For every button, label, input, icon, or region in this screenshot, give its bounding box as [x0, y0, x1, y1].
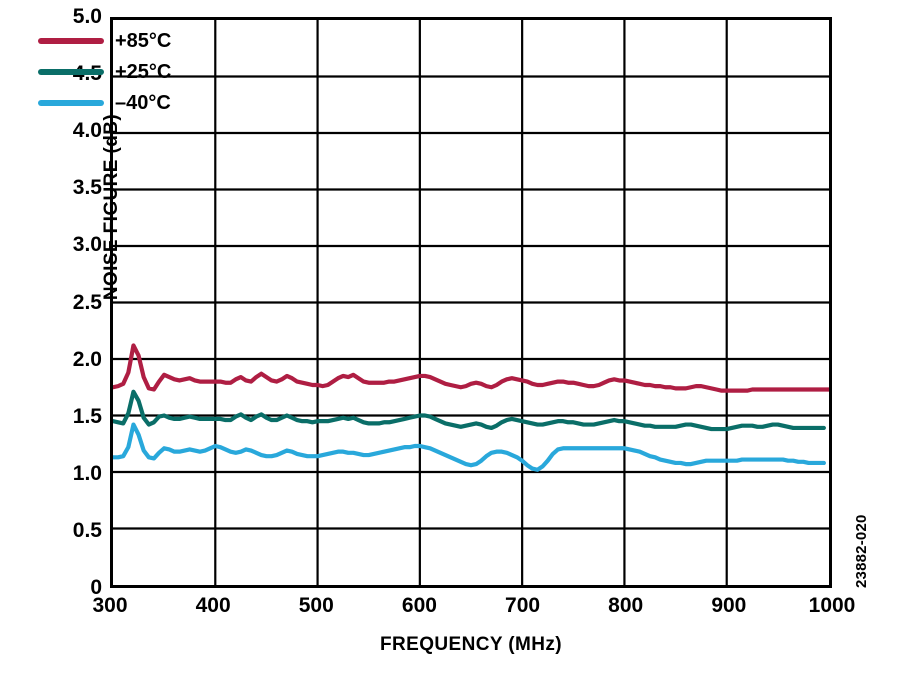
- x-axis-tick-labels: 300 400 500 600 700 800 900 1000: [0, 595, 899, 629]
- legend-color-swatch: [38, 38, 104, 44]
- x-tick-label: 1000: [808, 594, 856, 617]
- legend-color-swatch: [38, 100, 104, 106]
- legend-label: –40°C: [115, 92, 171, 114]
- y-tick-label: 1.5: [72, 404, 102, 428]
- y-tick-label: 3.0: [72, 233, 102, 257]
- y-tick-label: 0.5: [72, 518, 102, 542]
- x-tick-label: 400: [195, 594, 231, 617]
- x-tick-label: 300: [92, 594, 128, 617]
- x-tick-label: 700: [505, 594, 541, 617]
- x-tick-label: 600: [401, 594, 437, 617]
- y-tick-label: 2.0: [72, 347, 102, 371]
- legend-entry: +25°C: [38, 61, 171, 83]
- legend-label: +25°C: [115, 61, 172, 83]
- y-tick-label: 5.0: [72, 5, 102, 28]
- y-tick-label: 4.0: [72, 119, 102, 143]
- plot-area: [110, 17, 832, 588]
- grid-lines: [113, 20, 829, 585]
- y-tick-label: 0: [90, 576, 102, 599]
- series-line-2: [113, 392, 824, 429]
- series-line-1: [113, 345, 829, 390]
- x-tick-label: 800: [608, 594, 644, 617]
- legend-color-swatch: [38, 69, 104, 75]
- legend: +85°C +25°C –40°C: [38, 30, 171, 114]
- y-axis-title: NOISE FIGURE (dB): [101, 113, 122, 301]
- figure-id-label: 23882-020: [853, 514, 870, 588]
- x-axis-title: FREQUENCY (MHz): [380, 634, 562, 655]
- y-tick-label: 1.0: [72, 461, 102, 485]
- data-series-group: [113, 20, 829, 585]
- y-tick-label: 3.5: [72, 176, 102, 200]
- x-tick-label: 500: [298, 594, 334, 617]
- legend-entry: +85°C: [38, 30, 171, 52]
- x-tick-label: 900: [711, 594, 747, 617]
- legend-label: +85°C: [115, 30, 172, 52]
- legend-entry: –40°C: [38, 92, 171, 114]
- y-axis-tick-labels: 5.04.54.03.53.02.52.01.51.00.50: [26, 0, 102, 679]
- series-line-3: [113, 425, 824, 470]
- y-tick-label: 2.5: [72, 290, 102, 314]
